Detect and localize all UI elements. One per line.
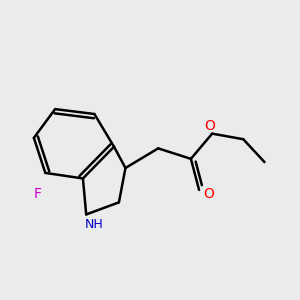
- Text: O: O: [204, 119, 215, 134]
- Text: F: F: [33, 187, 41, 201]
- Text: NH: NH: [85, 218, 104, 231]
- Text: O: O: [203, 187, 214, 201]
